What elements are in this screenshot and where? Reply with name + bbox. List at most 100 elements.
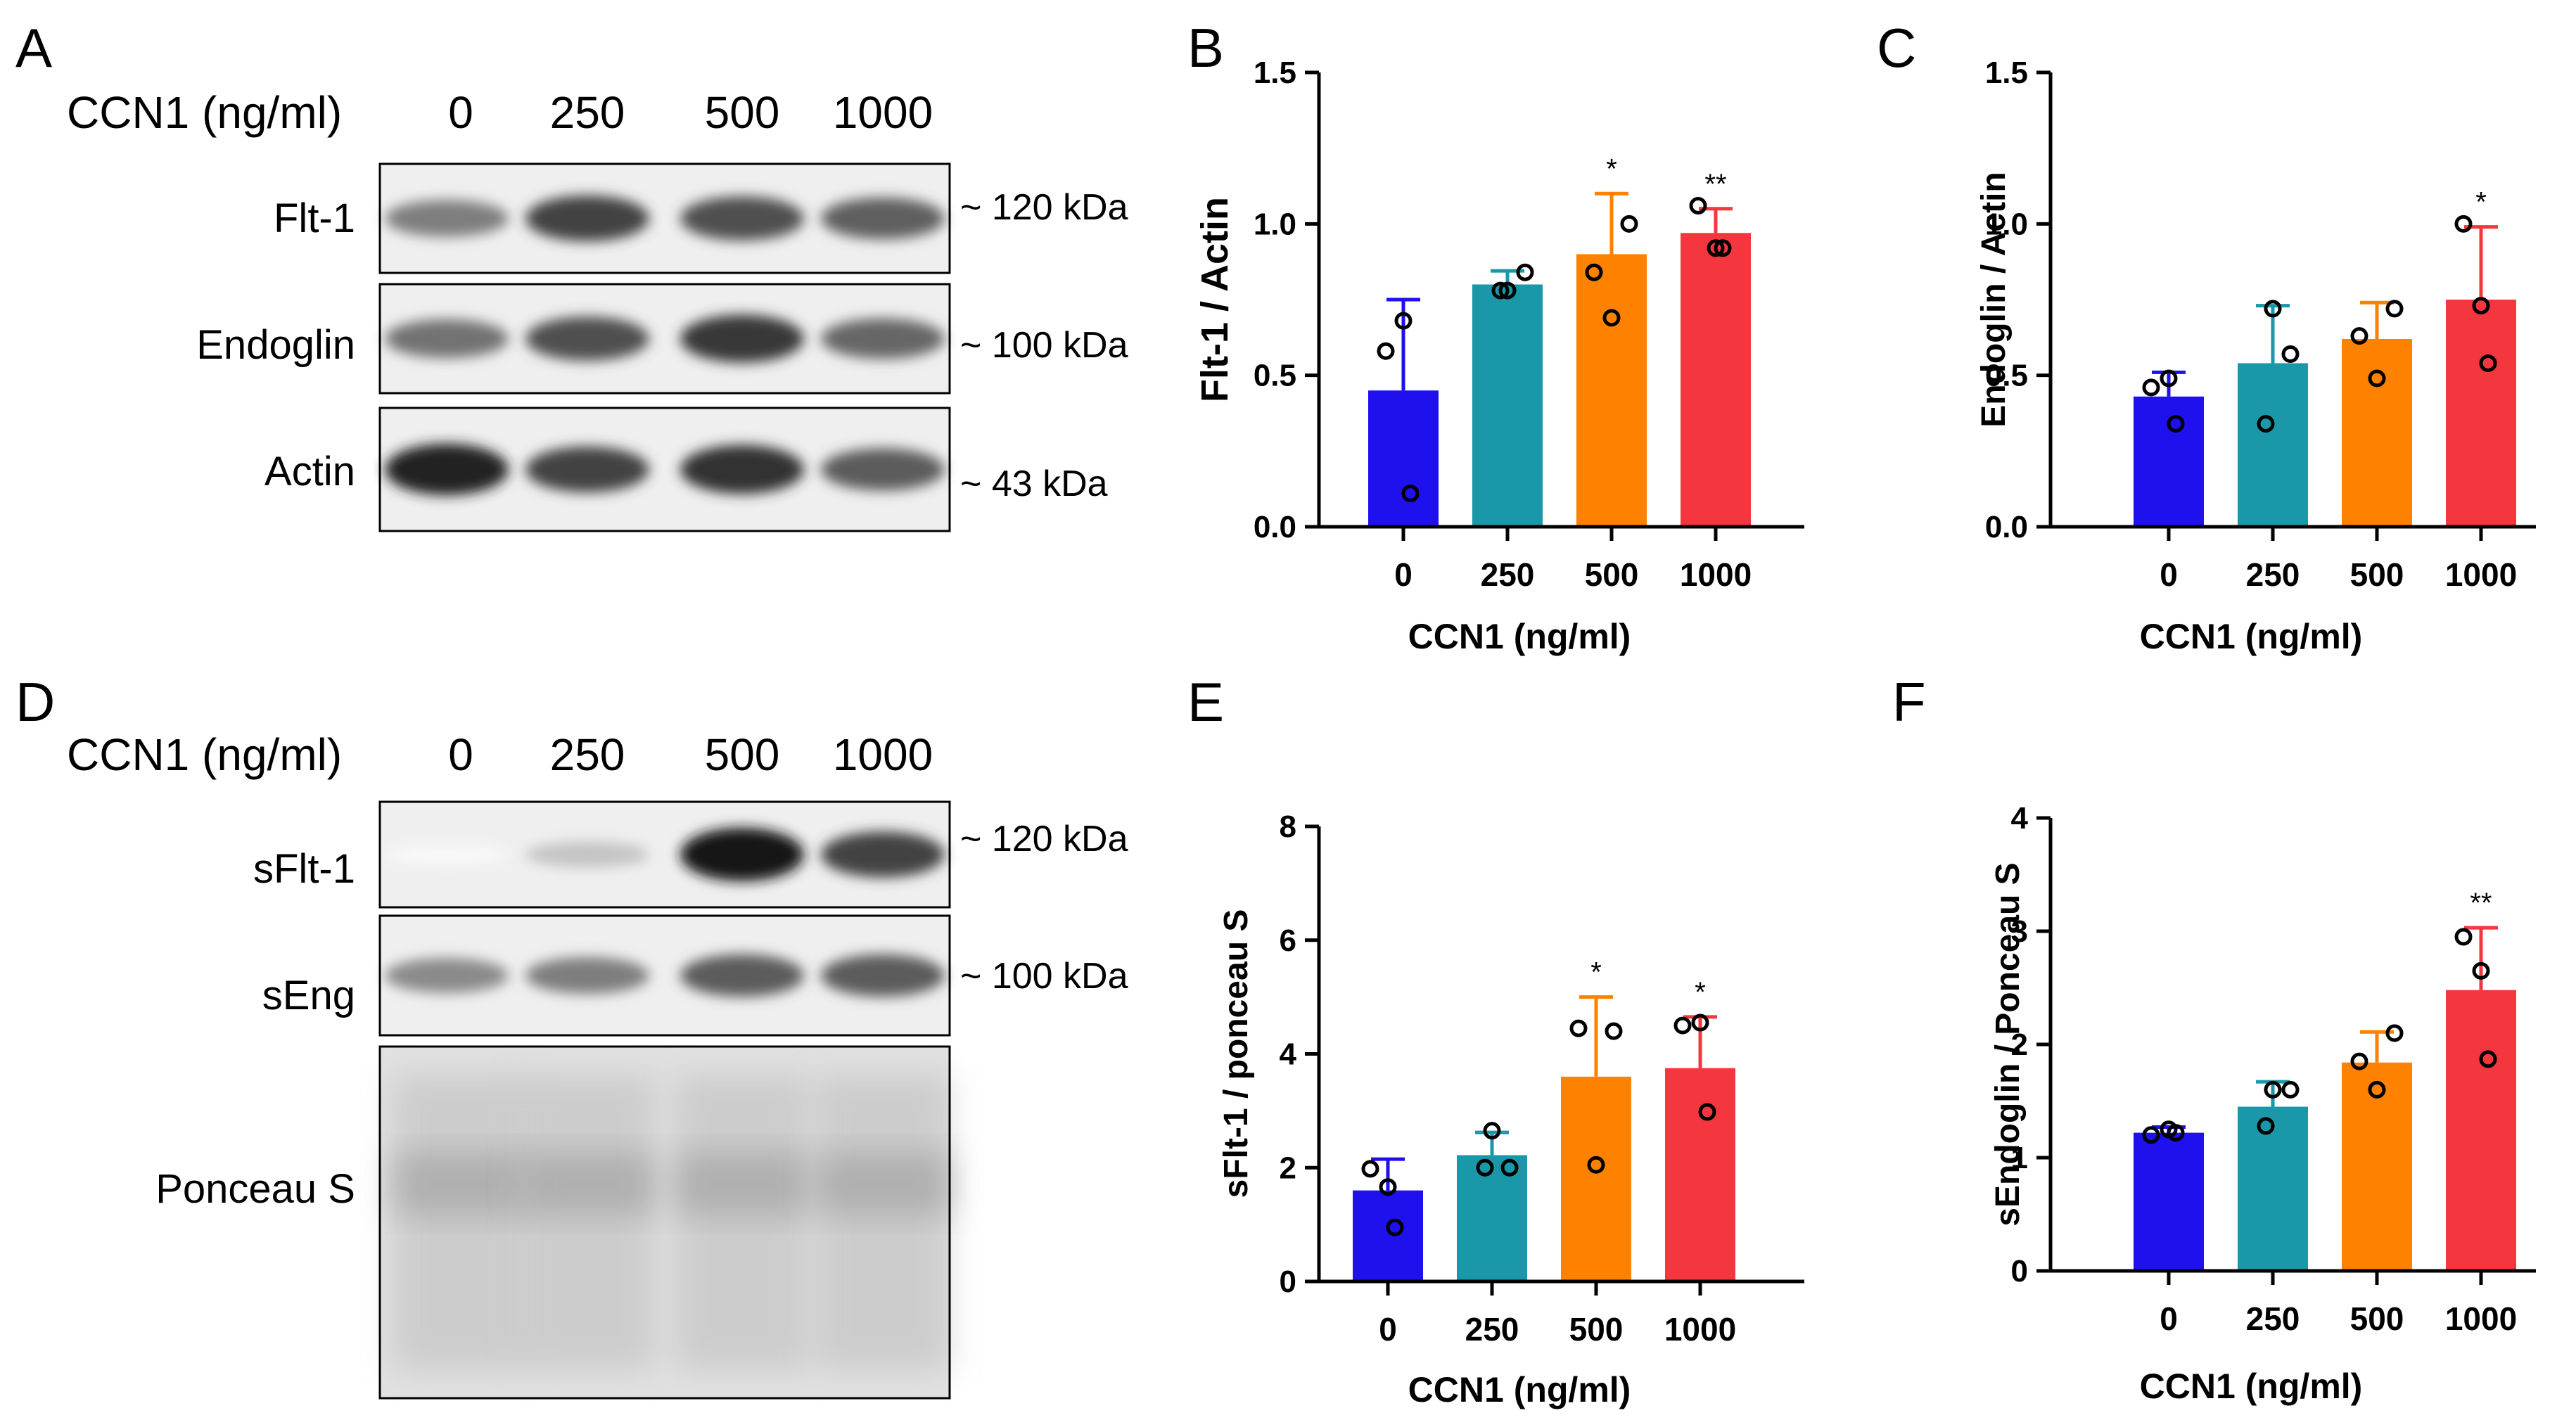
y-tick-label: 1.0 bbox=[1985, 207, 2028, 241]
blot-a-marker-100: ~ 100 kDa bbox=[960, 325, 1128, 366]
blot-a-band-label-flt1: Flt-1 bbox=[274, 196, 355, 241]
blot-band bbox=[680, 828, 804, 881]
blot-a-marker-43: ~ 43 kDa bbox=[960, 463, 1108, 504]
bar-chart-e: * * 0 2 4 6 8 0 250 500 1000 CCN1 (ng/ml) sFlt-1 / p… bbox=[1218, 810, 1804, 1409]
data-point bbox=[1698, 1103, 1716, 1121]
bar bbox=[1665, 1068, 1735, 1281]
significance-label: * bbox=[1695, 977, 1706, 1008]
x-tick-label: 500 bbox=[1585, 556, 1639, 593]
x-tick-label: 0 bbox=[2160, 556, 2178, 593]
y-tick-label: 0.0 bbox=[1985, 510, 2028, 544]
blot-border bbox=[378, 162, 951, 274]
blot-band bbox=[385, 845, 509, 864]
blot-a-lane-label: 0 bbox=[448, 87, 473, 138]
blot-border bbox=[378, 283, 951, 395]
y-tick-label: 0.5 bbox=[1254, 359, 1296, 393]
blot-a-band-label-actin: Actin bbox=[264, 449, 355, 494]
y-tick-label: 2 bbox=[1280, 1151, 1296, 1185]
bar bbox=[2342, 1062, 2412, 1271]
blot-band bbox=[680, 954, 804, 997]
data-point bbox=[2281, 345, 2300, 364]
bar bbox=[2342, 338, 2412, 527]
data-point bbox=[2368, 1080, 2386, 1099]
bar-chart-c: * 0.0 0.5 1.0 1.5 0 250 500 1000 CCN1 (ng/ml) Endo… bbox=[1975, 56, 2536, 656]
blot-border bbox=[378, 1045, 951, 1400]
data-point bbox=[2257, 1117, 2275, 1135]
x-axis-label: CCN1 (ng/ml) bbox=[2140, 1367, 2363, 1406]
panel-letter-b: B bbox=[1187, 17, 1224, 79]
data-point bbox=[1707, 239, 1725, 257]
data-point bbox=[2281, 1080, 2300, 1099]
bar bbox=[1457, 1155, 1527, 1281]
blot-border bbox=[378, 914, 951, 1037]
ponceau-band bbox=[816, 1152, 950, 1215]
blot-d-header-label: CCN1 (ng/ml) bbox=[67, 729, 342, 780]
blot-band bbox=[821, 448, 945, 491]
significance-label: ** bbox=[1704, 169, 1726, 200]
ponceau-band bbox=[521, 1152, 654, 1215]
data-point bbox=[1587, 1156, 1605, 1174]
data-point bbox=[2385, 1024, 2404, 1042]
data-point bbox=[2454, 928, 2473, 946]
x-tick-label: 1000 bbox=[1664, 1311, 1736, 1348]
data-point bbox=[1673, 1016, 1692, 1035]
y-tick-label: 1.0 bbox=[1254, 207, 1296, 241]
blot-a-lane-label: 250 bbox=[550, 87, 625, 138]
data-point bbox=[1620, 215, 1638, 233]
y-tick-label: 8 bbox=[1280, 810, 1296, 844]
blot-d-lane-label: 500 bbox=[705, 729, 780, 780]
bar bbox=[1353, 1190, 1423, 1281]
data-point bbox=[1516, 263, 1534, 281]
data-point bbox=[2167, 415, 2185, 433]
data-point bbox=[2257, 415, 2275, 433]
bar bbox=[2446, 300, 2516, 527]
blot-band bbox=[385, 319, 509, 359]
blot-band bbox=[385, 200, 509, 237]
bar bbox=[1576, 254, 1647, 527]
blot-d-band-label-seng: sEng bbox=[262, 973, 355, 1018]
blot-d-band-label-ponceau: Ponceau S bbox=[155, 1166, 355, 1212]
ponceau-band bbox=[675, 1152, 809, 1215]
y-tick-label: 3 bbox=[2011, 914, 2028, 949]
bar bbox=[2134, 1132, 2204, 1271]
blot-a-band-label-endoglin: Endoglin bbox=[196, 322, 355, 368]
bar bbox=[1368, 390, 1439, 527]
y-tick-label: 0 bbox=[2011, 1254, 2028, 1288]
data-point bbox=[1377, 342, 1395, 360]
panel-letter-a: A bbox=[15, 17, 52, 79]
bar bbox=[1472, 284, 1543, 527]
blot-band bbox=[525, 841, 649, 868]
x-tick-label: 250 bbox=[2246, 1300, 2300, 1337]
data-point bbox=[2264, 1080, 2282, 1099]
y-axis-label: Flt-1 / Actin bbox=[1194, 197, 1236, 402]
blot-d-lane-label: 250 bbox=[550, 729, 625, 780]
y-tick-label: 1.5 bbox=[1985, 56, 2028, 90]
panel-letter-f: F bbox=[1892, 671, 1926, 733]
blot-strip-seng bbox=[378, 914, 951, 1037]
blot-d-lane-label: 0 bbox=[448, 729, 473, 780]
x-tick-label: 500 bbox=[2350, 1300, 2404, 1337]
bar bbox=[2238, 363, 2308, 527]
x-axis-label: CCN1 (ng/ml) bbox=[2140, 617, 2363, 656]
panel-letter-d: D bbox=[15, 671, 55, 733]
blot-panel-a: CCN1 (ng/ml) 0 250 500 1000 Flt-1 Endogl… bbox=[67, 87, 1128, 532]
panel-letter-e: E bbox=[1187, 671, 1224, 733]
blot-band bbox=[821, 954, 945, 997]
y-tick-label: 4 bbox=[1280, 1037, 1297, 1072]
ponceau-lane bbox=[816, 1075, 950, 1370]
data-point bbox=[2479, 354, 2497, 372]
data-point bbox=[2479, 1050, 2497, 1068]
y-tick-label: 0 bbox=[1280, 1265, 1296, 1299]
data-point bbox=[2160, 369, 2178, 388]
significance-label: * bbox=[1606, 153, 1617, 184]
blot-band bbox=[680, 314, 804, 363]
data-point bbox=[1569, 1019, 1588, 1037]
panel-letter-c: C bbox=[1877, 17, 1916, 79]
blot-strip-actin bbox=[378, 407, 951, 532]
blot-band bbox=[385, 443, 509, 496]
x-tick-label: 0 bbox=[1379, 1311, 1397, 1348]
blot-d-lane-label: 1000 bbox=[833, 729, 933, 780]
data-point bbox=[2368, 369, 2386, 388]
bar bbox=[1561, 1076, 1631, 1281]
